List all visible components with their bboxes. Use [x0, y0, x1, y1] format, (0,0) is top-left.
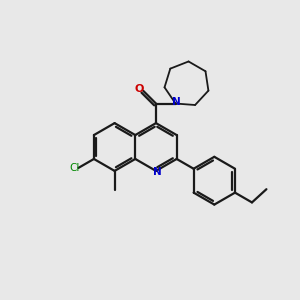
- Text: N: N: [153, 167, 162, 177]
- Text: Cl: Cl: [70, 163, 80, 173]
- Text: O: O: [135, 84, 144, 94]
- Text: N: N: [172, 97, 181, 107]
